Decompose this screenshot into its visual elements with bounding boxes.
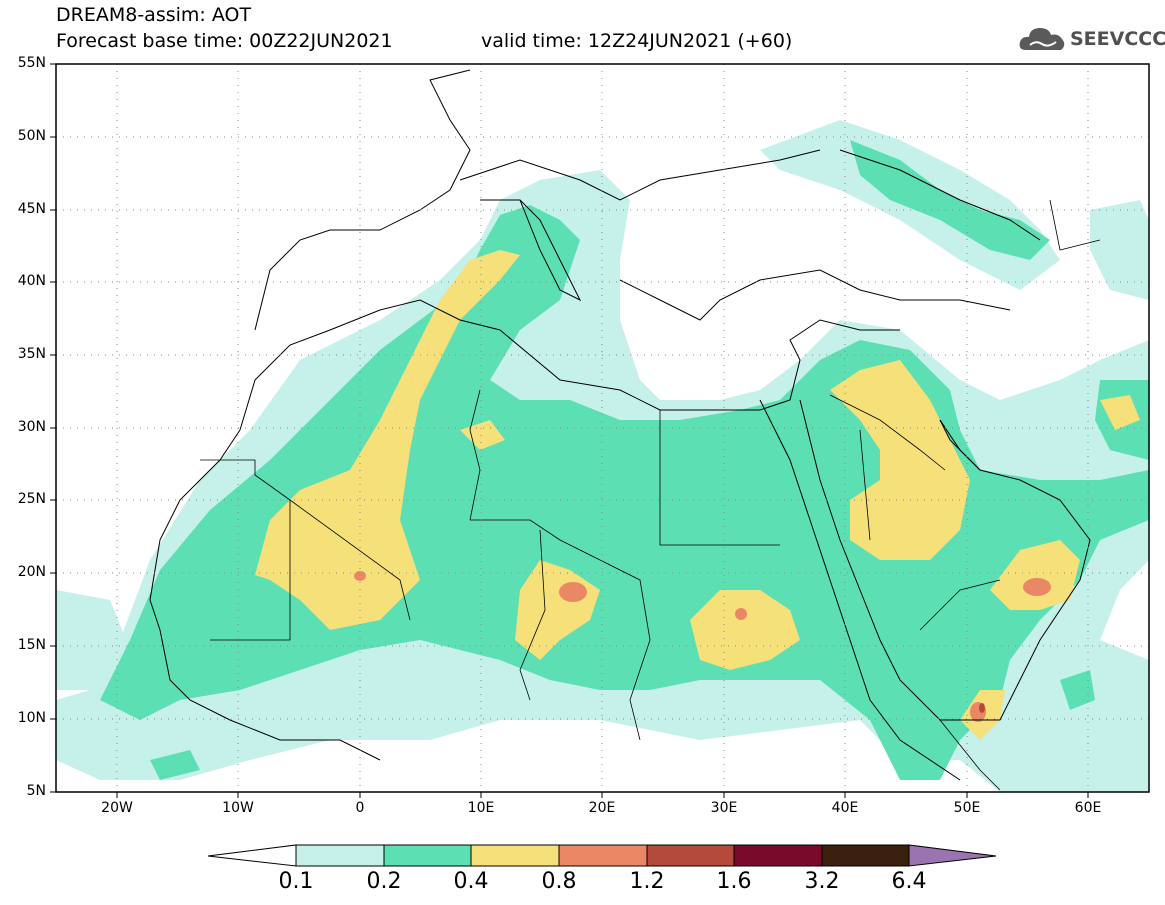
colorbar-label: 3.2	[804, 869, 840, 894]
valid-time: valid time: 12Z24JUN2021 (+60)	[481, 30, 793, 52]
lon-label: 20E	[588, 800, 616, 816]
lon-label: 30E	[710, 800, 738, 816]
aot-contour-0.2	[1060, 670, 1095, 710]
lat-label: 15N	[17, 637, 46, 653]
grid-lines	[56, 64, 1149, 792]
lon-label: 40E	[831, 800, 859, 816]
colorbar-label: 0.1	[278, 869, 314, 894]
colorbar-over-arrow	[908, 844, 997, 867]
lat-label: 10N	[17, 710, 46, 726]
colorbar-bin-0.8	[558, 844, 648, 867]
aot-contour-0.4	[255, 250, 520, 630]
coastlines	[149, 69, 1091, 781]
colorbar	[207, 844, 997, 867]
colorbar-bin-1.6	[733, 844, 823, 867]
lon-label: 20W	[101, 800, 133, 816]
colorbar-bin-1.2	[646, 844, 735, 867]
seevccc-logo: SEEVCCC	[1018, 22, 1165, 56]
colorbar-label: 1.2	[629, 869, 665, 894]
colorbar-label: 6.4	[891, 869, 927, 894]
aot-contour-0.2	[100, 205, 1149, 780]
aot-contour-0.8	[735, 608, 747, 620]
country-borders	[200, 199, 1101, 791]
lat-label: 45N	[17, 201, 46, 217]
aot-contour-0.4	[830, 360, 970, 560]
colorbar-bin-0.1	[295, 844, 385, 867]
lon-label: 10W	[222, 800, 254, 816]
lon-label: 60E	[1074, 800, 1102, 816]
lat-label: 40N	[17, 273, 46, 289]
map-title: DREAM8-assim: AOT	[56, 4, 252, 26]
aot-contour-1.2	[979, 703, 985, 713]
colorbar-label: 0.4	[453, 869, 489, 894]
lat-label: 30N	[17, 419, 46, 435]
lon-label: 10E	[467, 800, 495, 816]
colorbar-label: 0.2	[366, 869, 402, 894]
aot-contour-0.4	[990, 540, 1080, 610]
aot-contour-0.1	[56, 590, 130, 690]
lon-label: 50E	[953, 800, 981, 816]
lat-label: 25N	[17, 491, 46, 507]
colorbar-bin-0.4	[470, 844, 560, 867]
aot-contour-0.2	[150, 750, 200, 780]
logo-text: SEEVCCC	[1070, 28, 1165, 50]
colorbar-label: 1.6	[716, 869, 752, 894]
forecast-base-time: Forecast base time: 00Z22JUN2021	[56, 30, 393, 52]
aot-contour-0.4	[460, 420, 505, 450]
aot-contour-0.8	[1023, 578, 1051, 596]
aot-contour-0.4	[690, 590, 800, 670]
lat-label: 55N	[17, 55, 46, 71]
lon-label: 0	[355, 800, 365, 816]
lat-label: 35N	[17, 346, 46, 362]
colorbar-under-arrow	[207, 844, 297, 867]
lat-label: 5N	[26, 783, 46, 799]
colorbar-bin-0.2	[383, 844, 472, 867]
cloud-icon	[1019, 28, 1065, 50]
axis-ticks	[50, 63, 1089, 798]
aot-contour-0.4	[1100, 395, 1140, 430]
colorbar-label: 0.8	[541, 869, 577, 894]
lat-label: 50N	[17, 128, 46, 144]
aot-contour-0.1	[1090, 200, 1149, 300]
aot-contour-0.8	[559, 582, 587, 602]
colorbar-bin-3.2	[821, 844, 910, 867]
lat-label: 20N	[17, 564, 46, 580]
